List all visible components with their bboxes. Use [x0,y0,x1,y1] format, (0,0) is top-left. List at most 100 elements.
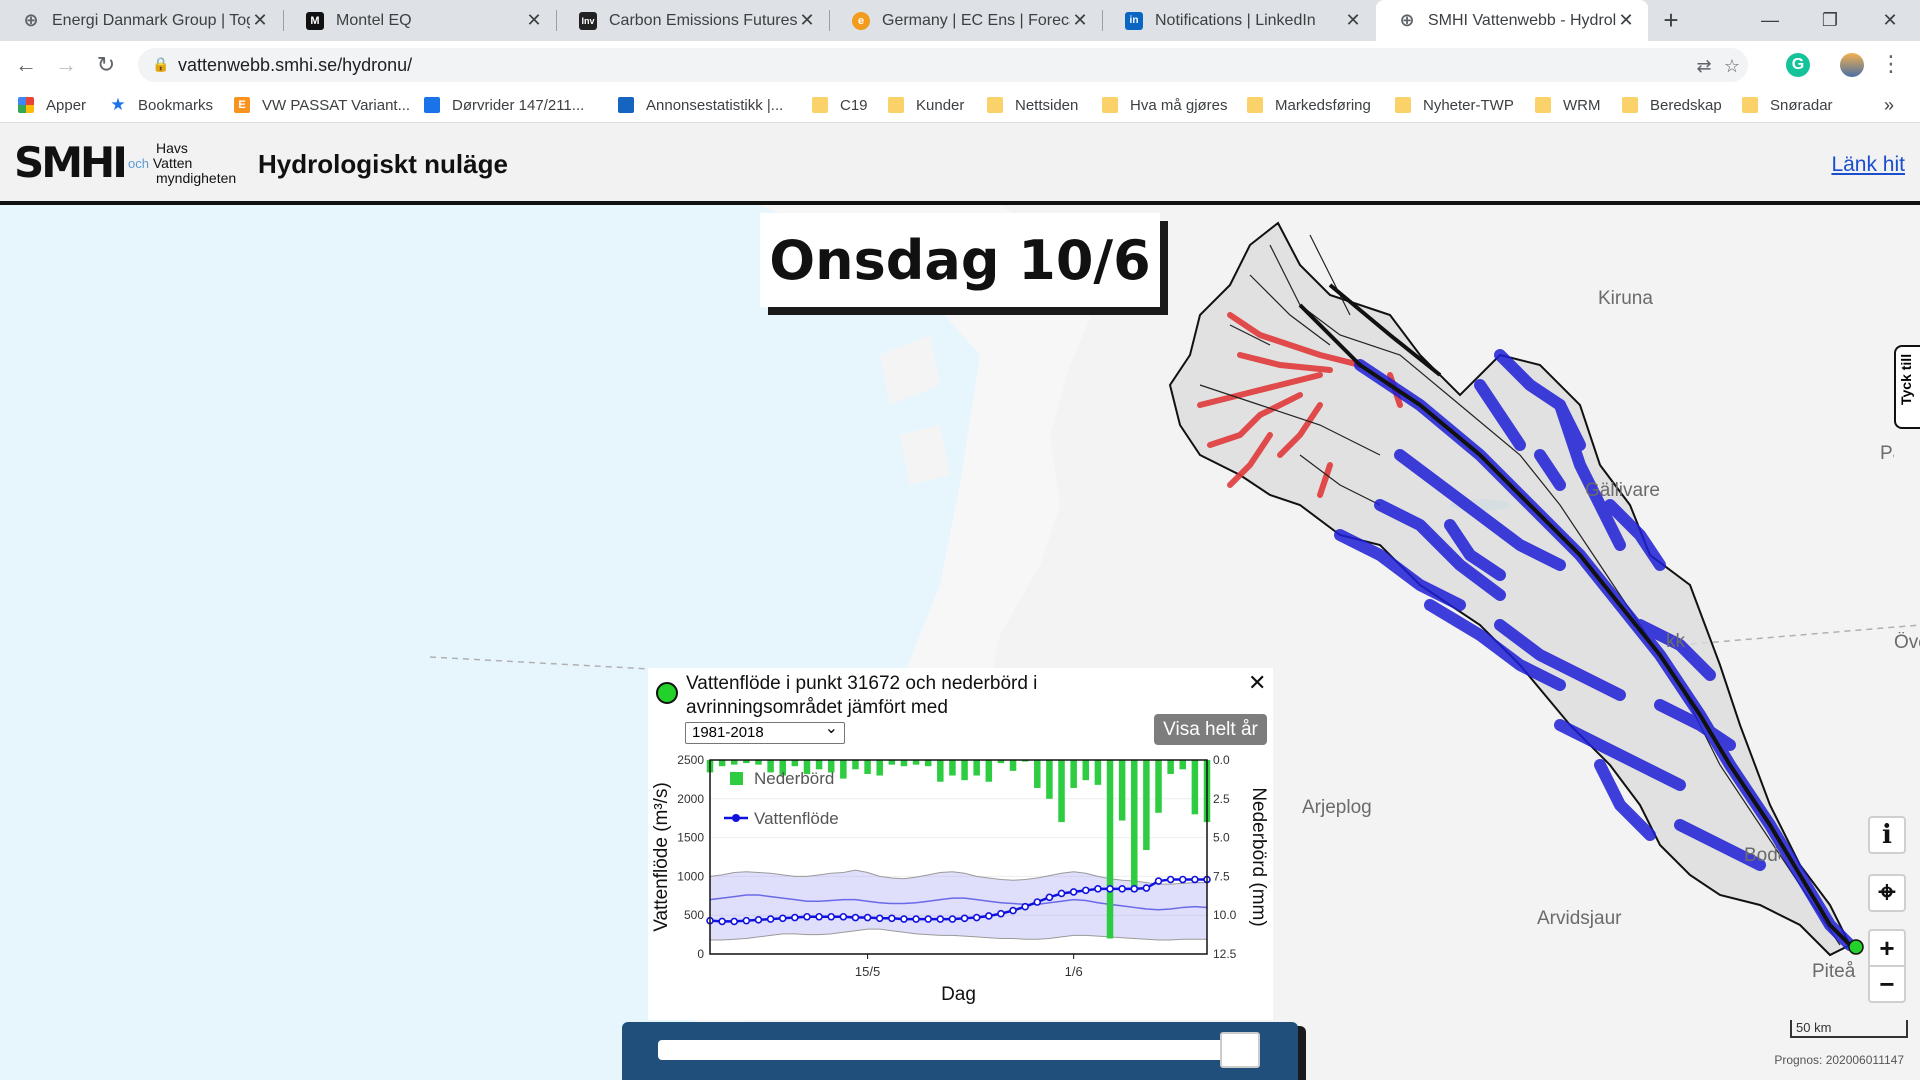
bookmark-folder[interactable]: Kunder [888,94,964,116]
zoom-out-button[interactable]: − [1868,965,1906,1003]
back-arrow-icon[interactable]: ← [15,52,37,77]
place-label: Arjeplog [1302,797,1372,818]
flow-lines [706,875,1211,926]
bookmark-folder[interactable]: Beredskap [1622,94,1722,116]
map-scale: 50 km [1790,1020,1908,1038]
bookmark-item[interactable]: E VW PASSAT Variant... [234,94,410,116]
close-tab-icon[interactable]: ✕ [526,10,542,30]
time-slider-thumb[interactable] [1220,1032,1260,1068]
flow-point [948,915,957,923]
flow-point [1118,885,1126,893]
montel-icon: M [306,11,324,30]
close-popup-button[interactable]: ✕ [1248,670,1267,695]
lock-icon[interactable]: 🔒 [152,56,170,72]
place-label: Boden [1744,845,1780,866]
flow-point [718,917,726,926]
browser-toolbar: ← → ↻ 🔒 vattenwebb.smhi.se/hydronu/ ⇄ ☆ … [0,41,1920,88]
site-header: SMHI Havs och Vatten myndigheten Hydrolo… [0,123,1920,203]
grammarly-extension-icon[interactable]: G [1786,53,1810,77]
star-icon: ★ [110,95,126,114]
close-tab-icon[interactable]: ✕ [252,10,268,30]
flow-point [1057,889,1066,898]
bookmark-folder[interactable]: C19 [812,94,868,116]
precip-bar [1106,760,1114,939]
close-window-icon[interactable]: ✕ [1882,10,1898,30]
time-slider-track[interactable] [658,1040,1258,1060]
precip-bar [864,760,871,774]
reference-low-line [710,928,1207,941]
bookmark-folder[interactable]: Markedsføring [1247,94,1371,116]
browser-tab-active[interactable]: ⊕ SMHI Vattenwebb - Hydrolog ✕ [1376,0,1648,41]
close-tab-icon[interactable]: ✕ [1618,10,1634,30]
translate-icon[interactable]: ⇄ [1696,56,1712,76]
precip-bar [876,760,883,776]
precip-bar [1179,760,1187,770]
precip-bar [888,760,896,765]
place-label: Arvidsjaur [1537,908,1622,929]
red-subbasin-rivers [1197,312,1403,498]
flow-point [960,914,969,923]
minimize-icon[interactable]: — [1761,10,1779,30]
profile-avatar[interactable] [1840,53,1864,77]
bookmark-star-icon[interactable]: ☆ [1723,56,1741,76]
precip-bar [852,760,859,770]
show-full-year-button[interactable]: Visa helt år [1154,714,1267,745]
url-text[interactable]: vattenwebb.smhi.se/hydronu/ [178,55,413,75]
browser-tab[interactable]: ⊕ Energi Danmark Group | Toge ✕ [0,0,282,41]
legend-precip-swatch [730,772,743,785]
y-left-axis-label: Vattenflöde (m³/s) [651,782,672,932]
folder-icon [812,97,828,113]
legend-flow-label: Vattenflöde [754,809,839,828]
bookmark-item[interactable]: Annonsestatistikk |... [618,94,783,116]
address-bar[interactable]: 🔒 vattenwebb.smhi.se/hydronu/ ⇄ ☆ [138,48,1748,82]
bookmark-folder[interactable]: WRM [1535,94,1601,116]
reload-icon[interactable]: ↻ [96,52,116,77]
flow-point [815,912,823,921]
browser-tab[interactable]: Inv Carbon Emissions Futures Pri ✕ [557,0,829,41]
precip-bar [779,760,786,776]
place-label: Pajala [1880,443,1894,464]
folder-icon [1742,97,1758,113]
maximize-icon[interactable]: ❐ [1821,10,1839,30]
bookmark-folder[interactable]: Snøradar [1742,94,1833,116]
bookmark-folder[interactable]: Nyheter-TWP [1395,94,1514,116]
precip-bar [900,760,908,767]
place-label: Övertorneå [1894,632,1920,653]
info-button[interactable]: i [1868,816,1906,854]
bookmark-item[interactable]: Dørvrider 147/211... [424,94,584,116]
locate-button[interactable]: ⌖ [1868,874,1906,912]
smhi-logo[interactable]: SMHI [14,138,128,187]
folder-icon [987,97,1003,113]
more-bookmarks-chevron-icon[interactable]: » [1884,94,1895,115]
reference-period-select[interactable]: 1981-2018 [685,719,845,744]
flow-point [851,913,860,922]
main-river-line [1298,283,1852,947]
globe-icon: ⊕ [23,10,39,30]
bookmark-folder[interactable]: Hva må gjøres [1102,94,1228,116]
precip-bar [997,760,1005,764]
close-tab-icon[interactable]: ✕ [799,10,815,30]
permalink-link[interactable]: Länk hit [1831,153,1905,176]
feedback-tab[interactable]: Tyck till [1894,345,1920,429]
forward-arrow-icon[interactable]: → [55,52,77,77]
close-tab-icon[interactable]: ✕ [1345,10,1361,30]
bookmark-apps[interactable]: Apper [18,94,86,116]
precip-bar [937,760,944,782]
legend-precip-label: Nederbörd [754,769,834,788]
precip-bar [815,760,823,770]
bookmark-item[interactable]: ★ Bookmarks [110,95,214,114]
time-slider-panel [622,1022,1298,1080]
precip-bar [1034,760,1041,788]
zoom-in-button[interactable]: + [1868,929,1906,967]
browser-tab[interactable]: e Germany | EC Ens | Forecast ✕ [830,0,1102,41]
precip-bar [1094,760,1102,785]
flow-point [1106,885,1114,893]
browser-tab[interactable]: in Notifications | LinkedIn ✕ [1103,0,1375,41]
kebab-menu-icon[interactable]: ⋮ [1880,51,1902,76]
close-tab-icon[interactable]: ✕ [1072,10,1088,30]
new-tab-button[interactable]: + [1663,5,1679,35]
browser-tab[interactable]: M Montel EQ ✕ [284,0,556,41]
precip-bar [1131,760,1138,892]
bookmark-folder[interactable]: Nettsiden [987,94,1078,116]
header-divider [0,201,1920,205]
